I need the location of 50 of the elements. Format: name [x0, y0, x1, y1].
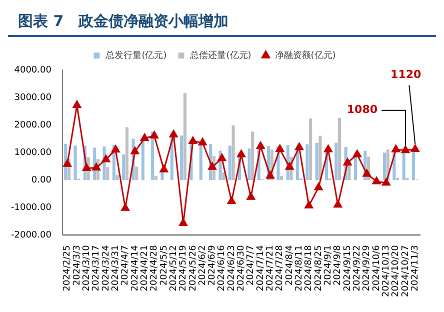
x-tick-label: 2024/9/1: [324, 245, 334, 286]
y-tick-label: 4000.00: [14, 65, 52, 76]
data-label: 1080: [346, 103, 378, 116]
legend-label: 总发行量(亿元): [104, 50, 167, 61]
x-tick-label: 2024/4/21: [140, 245, 150, 292]
y-tick-label: 3000.00: [14, 92, 52, 103]
x-tick-label: 2024/2/25: [62, 245, 73, 292]
x-tick-label: 2024/5/5: [159, 245, 170, 286]
x-tick-label: 2024/6/16: [217, 244, 228, 292]
legend-label: 总偿还量(亿元): [189, 50, 252, 61]
x-tick-label: 2024/6/30: [236, 244, 247, 292]
chart-title: 图表 7 政金债净融资小幅增加: [8, 8, 436, 37]
y-tick-label: -1000.00: [10, 202, 52, 213]
x-tick-label: 2024/4/7: [120, 245, 131, 286]
y-tick-label: 2000.00: [14, 120, 52, 130]
x-tick-label: 2024/8/18: [304, 244, 314, 292]
x-tick-label: 2024/8/25: [314, 245, 324, 292]
x-tick-label: 2024/9/15: [342, 245, 353, 292]
x-tick-label: 2024/6/9: [208, 244, 218, 286]
x-tick-label: 2024/4/28: [150, 244, 160, 292]
x-tick-label: 2024/8/4: [284, 244, 295, 286]
x-tick-label: 2024/10/6: [372, 244, 382, 292]
x-tick-label: 2024/10/13: [382, 245, 392, 297]
y-tick-label: 0.00: [31, 175, 52, 186]
x-tick-label: 2024/9/22: [352, 245, 363, 292]
x-tick-label: 2024/7/28: [275, 244, 286, 292]
x-tick-label: 2024/3/3: [72, 245, 82, 286]
y-tick-label: -2000.00: [10, 230, 52, 240]
x-tick-label: 2024/5/19: [178, 244, 189, 292]
x-tick-label: 2024/4/14: [130, 244, 140, 292]
x-tick-label: 2024/7/7: [246, 245, 256, 286]
x-tick-label: 2024/3/24: [101, 244, 112, 292]
x-tick-label: 2024/8/11: [294, 245, 305, 292]
x-tick-label: 2024/7/14: [256, 244, 266, 292]
x-tick-label: 2024/10/20: [391, 244, 402, 297]
y-tick-label: 1000.00: [14, 148, 52, 158]
x-tick-label: 2024/11/3: [410, 245, 421, 292]
x-tick-label: 2024/6/2: [198, 245, 208, 286]
x-tick-label: 2024/5/26: [188, 244, 198, 292]
x-tick-label: 2024/3/17: [92, 245, 102, 292]
x-tick-label: 2024/6/23: [226, 245, 237, 292]
x-tick-label: 2024/5/12: [168, 245, 179, 292]
x-tick-label: 2024/7/21: [266, 245, 276, 292]
x-tick-label: 2024/10/27: [400, 245, 411, 297]
x-tick-label: 2024/3/31: [110, 245, 121, 292]
x-tick-label: 2024/9/8: [333, 244, 344, 286]
legend-label: 净融资额(亿元): [274, 50, 336, 61]
x-tick-label: 2024/3/10: [82, 244, 92, 292]
x-tick-label: 2024/9/29: [362, 244, 372, 292]
data-label: 1120: [390, 68, 422, 82]
